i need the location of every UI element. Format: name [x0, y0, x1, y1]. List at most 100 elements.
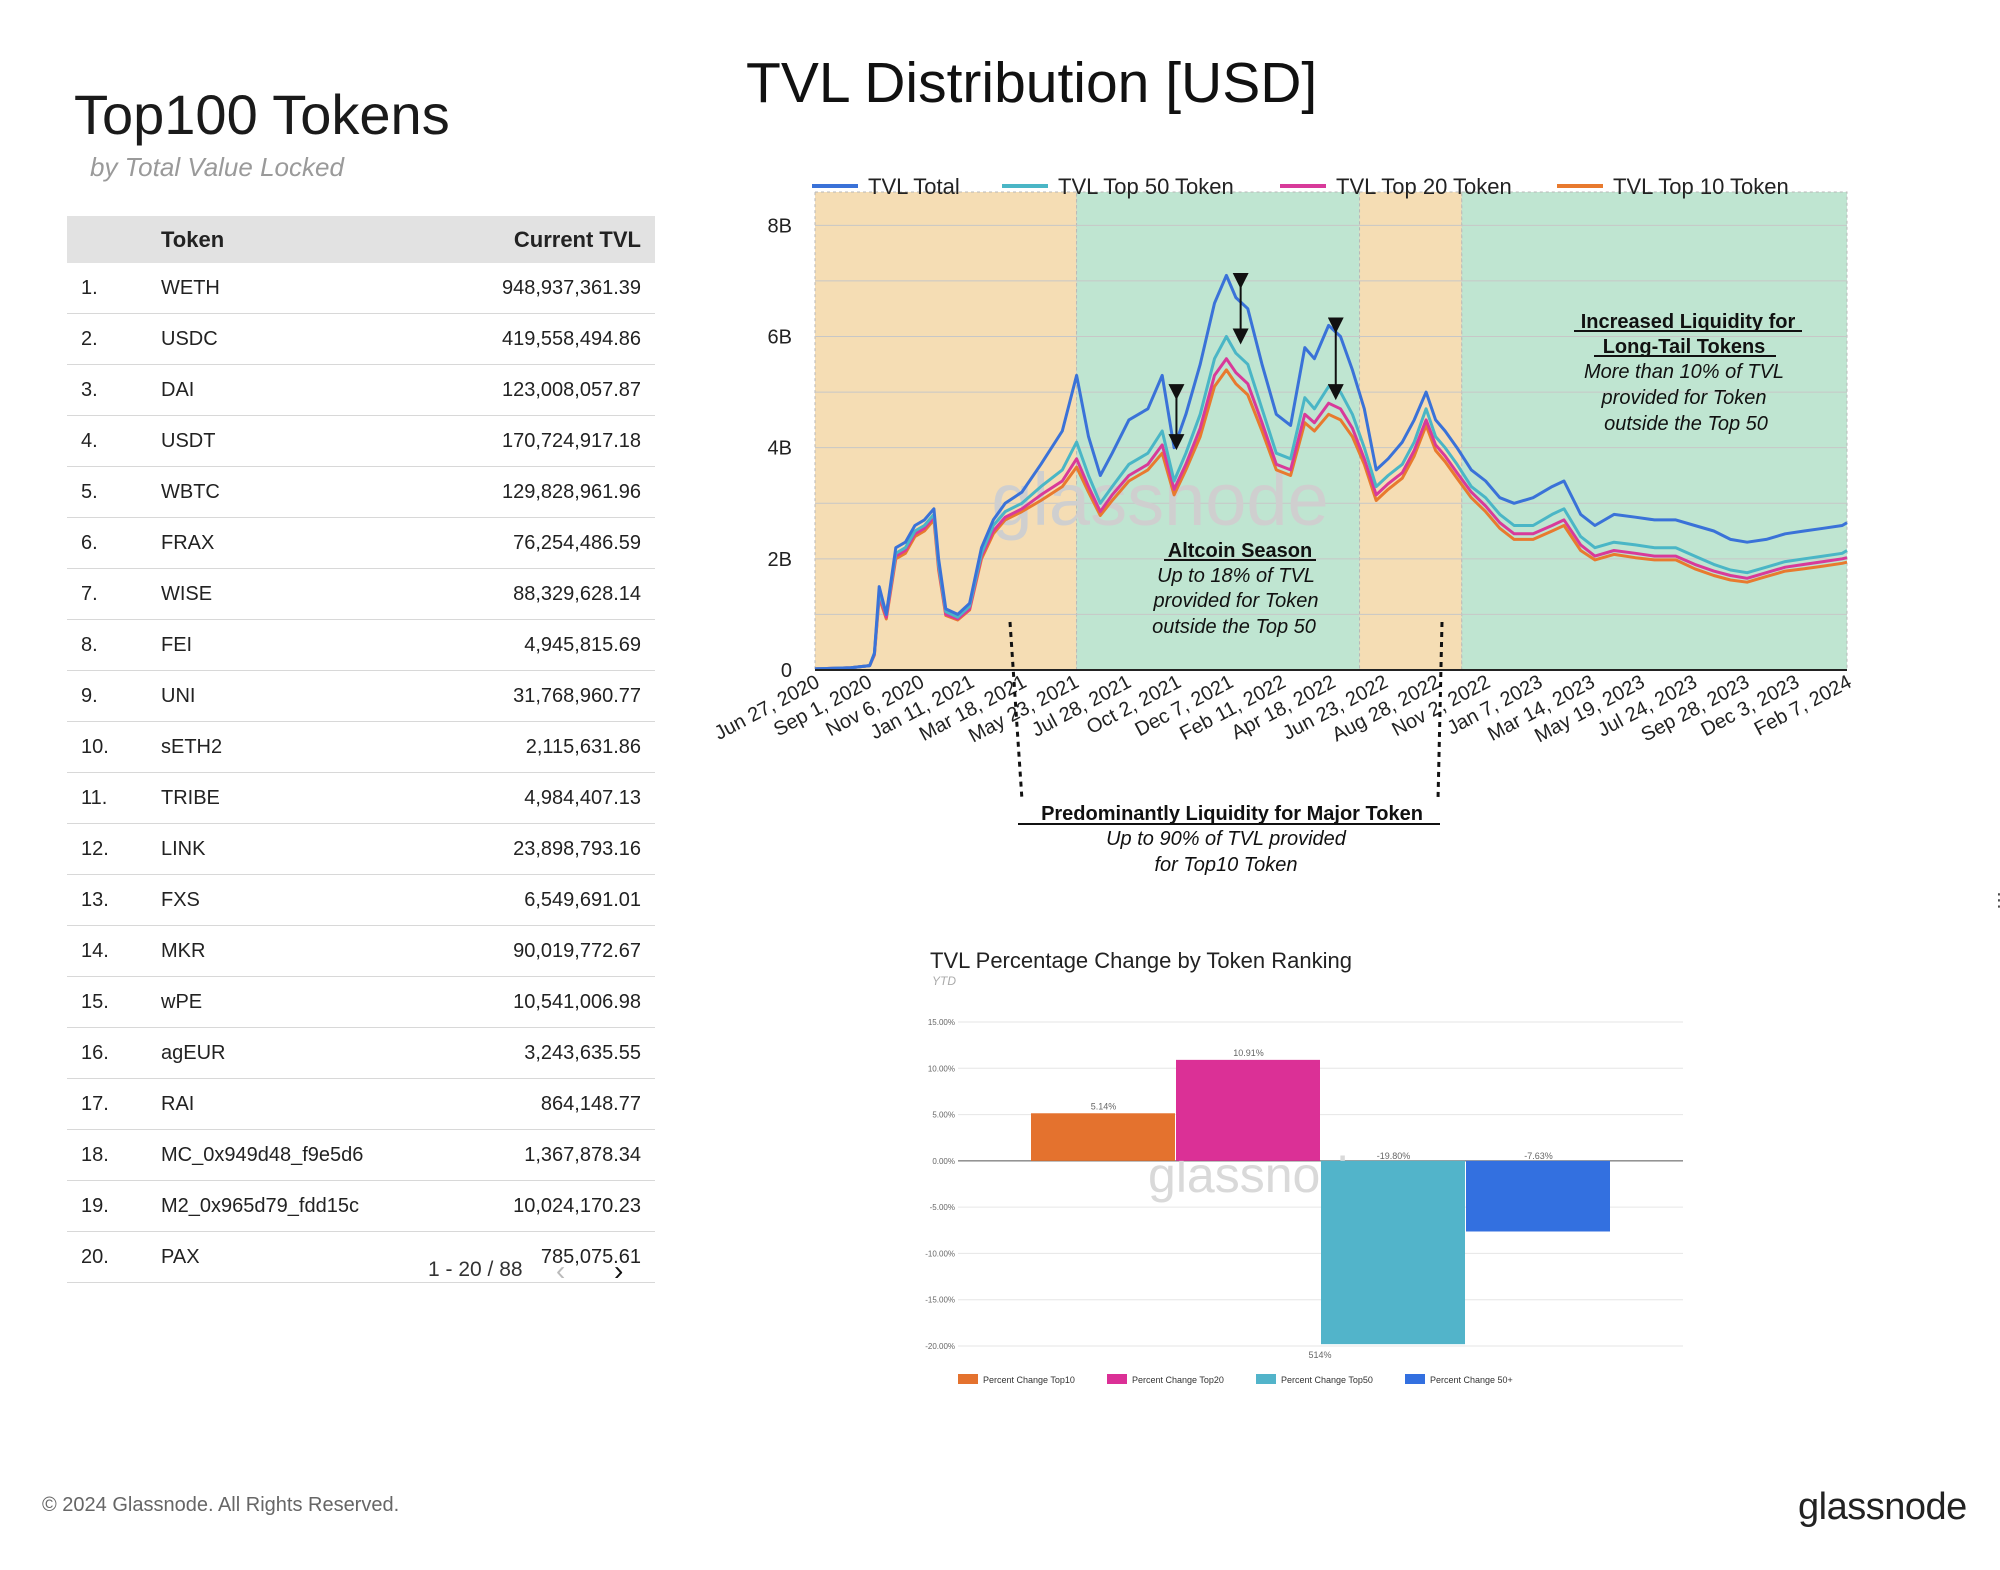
- footer-copyright: © 2024 Glassnode. All Rights Reserved.: [42, 1494, 400, 1516]
- token-name: sETH2: [160, 721, 443, 773]
- chevron-right-icon[interactable]: ›: [614, 1255, 624, 1286]
- pagination-label: 1 - 20 / 88: [428, 1258, 523, 1281]
- token-rank: 4.: [67, 415, 160, 467]
- bar-legend-label[interactable]: Percent Change Top20: [1132, 1375, 1224, 1385]
- legend-label[interactable]: TVL Top 20 Token: [1336, 174, 1512, 199]
- table-row[interactable]: 19. M2_0x965d79_fdd15c 10,024,170.23: [67, 1180, 655, 1232]
- bar-y-tick-label: -20.00%: [925, 1342, 955, 1351]
- token-current-tvl: 88,329,628.14: [442, 568, 655, 620]
- bar[interactable]: [1466, 1160, 1610, 1232]
- token-current-tvl: 1,367,878.34: [442, 1129, 655, 1181]
- altcoin-season-line: outside the Top 50: [1152, 616, 1316, 638]
- table-row[interactable]: 18. MC_0x949d48_f9e5d6 1,367,878.34: [67, 1129, 655, 1181]
- altcoin-season-title: Altcoin Season: [1168, 540, 1312, 562]
- token-current-tvl: 23,898,793.16: [442, 823, 655, 875]
- token-current-tvl: 948,937,361.39: [442, 263, 655, 314]
- bar[interactable]: [1176, 1059, 1320, 1161]
- table-row[interactable]: 1. WETH 948,937,361.39: [67, 263, 655, 314]
- table-row[interactable]: 17. RAI 864,148.77: [67, 1078, 655, 1130]
- table-row[interactable]: 4. USDT 170,724,917.18: [67, 415, 655, 467]
- bar-y-tick-label: -10.00%: [925, 1249, 955, 1258]
- table-row[interactable]: 6. FRAX 76,254,486.59: [67, 517, 655, 569]
- legend-label[interactable]: TVL Total: [868, 174, 960, 199]
- bar-legend-label[interactable]: Percent Change Top10: [983, 1375, 1075, 1385]
- token-current-tvl: 785,075.61: [442, 1231, 655, 1283]
- token-rank: 12.: [67, 823, 160, 875]
- token-rank: 16.: [67, 1027, 160, 1079]
- table-row[interactable]: 9. UNI 31,768,960.77: [67, 670, 655, 722]
- long-tail-title: Increased Liquidity for: [1581, 311, 1796, 333]
- legend-label[interactable]: TVL Top 10 Token: [1613, 174, 1789, 199]
- token-name: TRIBE: [160, 772, 443, 824]
- chevron-left-icon[interactable]: ‹: [556, 1255, 566, 1286]
- table-row[interactable]: 3. DAI 123,008,057.87: [67, 364, 655, 416]
- token-rank: 15.: [67, 976, 160, 1028]
- bar-legend-label[interactable]: Percent Change 50+: [1430, 1375, 1513, 1385]
- bar-value-label: -19.80%: [1377, 1151, 1411, 1161]
- token-rank: 7.: [67, 568, 160, 620]
- table-row[interactable]: 8. FEI 4,945,815.69: [67, 619, 655, 671]
- token-name: wPE: [160, 976, 443, 1028]
- token-name: RAI: [160, 1078, 443, 1130]
- token-name: WBTC: [160, 466, 443, 518]
- token-name: USDT: [160, 415, 443, 467]
- token-name: UNI: [160, 670, 443, 722]
- bar-legend-swatch: [1107, 1374, 1127, 1384]
- bar-y-tick-label: -5.00%: [930, 1203, 955, 1212]
- bar[interactable]: [1031, 1113, 1175, 1161]
- bar-value-label: -7.63%: [1524, 1151, 1553, 1161]
- token-rank: 3.: [67, 364, 160, 416]
- series-line-tvl-top-20-token: [814, 357, 1848, 671]
- y-tick-label: 6B: [768, 327, 792, 349]
- token-current-tvl: 90,019,772.67: [442, 925, 655, 977]
- token-current-tvl: 6,549,691.01: [442, 874, 655, 926]
- table-row[interactable]: 5. WBTC 129,828,961.96: [67, 466, 655, 518]
- table-row[interactable]: 12. LINK 23,898,793.16: [67, 823, 655, 875]
- series-line-tvl-top-50-token: [814, 335, 1848, 671]
- token-rank: 10.: [67, 721, 160, 773]
- bar-extra-label: 514%: [1308, 1350, 1331, 1360]
- token-name: FXS: [160, 874, 443, 926]
- y-tick-label: 0: [781, 660, 792, 682]
- table-header-row: Token Current TVL: [67, 216, 655, 263]
- header-token[interactable]: Token: [160, 216, 443, 263]
- bar-y-tick-label: 15.00%: [928, 1018, 955, 1027]
- token-rank: 2.: [67, 313, 160, 365]
- token-current-tvl: 31,768,960.77: [442, 670, 655, 722]
- y-tick-label: 8B: [768, 215, 792, 237]
- table-row[interactable]: 16. agEUR 3,243,635.55: [67, 1027, 655, 1079]
- token-current-tvl: 864,148.77: [442, 1078, 655, 1130]
- table-row[interactable]: 7. WISE 88,329,628.14: [67, 568, 655, 620]
- token-rank: 14.: [67, 925, 160, 977]
- bar-y-tick-label: 10.00%: [928, 1064, 955, 1073]
- token-current-tvl: 76,254,486.59: [442, 517, 655, 569]
- legend-label[interactable]: TVL Top 50 Token: [1058, 174, 1234, 199]
- table-row[interactable]: 10. sETH2 2,115,631.86: [67, 721, 655, 773]
- highlight-region: [1461, 191, 1848, 671]
- table-row[interactable]: 15. wPE 10,541,006.98: [67, 976, 655, 1028]
- token-name: DAI: [160, 364, 443, 416]
- bar-chart-subtitle: YTD: [932, 974, 956, 988]
- table-row[interactable]: 14. MKR 90,019,772.67: [67, 925, 655, 977]
- bar-legend-swatch: [1256, 1374, 1276, 1384]
- table-row[interactable]: 2. USDC 419,558,494.86: [67, 313, 655, 365]
- long-tail-line: provided for Token: [1601, 387, 1767, 409]
- header-rank[interactable]: [67, 216, 160, 263]
- table-row[interactable]: 11. TRIBE 4,984,407.13: [67, 772, 655, 824]
- bar-y-tick-label: 5.00%: [932, 1111, 955, 1120]
- table-row[interactable]: 20. PAX 785,075.61: [67, 1231, 655, 1283]
- token-name: WETH: [160, 263, 443, 314]
- header-current-tvl[interactable]: Current TVL: [442, 216, 655, 263]
- glassnode-logo[interactable]: glassnode: [1798, 1486, 1967, 1528]
- more-vert-icon[interactable]: ⋮: [1990, 890, 2000, 910]
- token-current-tvl: 10,541,006.98: [442, 976, 655, 1028]
- token-name: USDC: [160, 313, 443, 365]
- table-row[interactable]: 13. FXS 6,549,691.01: [67, 874, 655, 926]
- bar[interactable]: [1321, 1160, 1465, 1345]
- y-tick-label: 4B: [768, 438, 792, 460]
- token-current-tvl: 129,828,961.96: [442, 466, 655, 518]
- token-name: MKR: [160, 925, 443, 977]
- bar-legend-label[interactable]: Percent Change Top50: [1281, 1375, 1373, 1385]
